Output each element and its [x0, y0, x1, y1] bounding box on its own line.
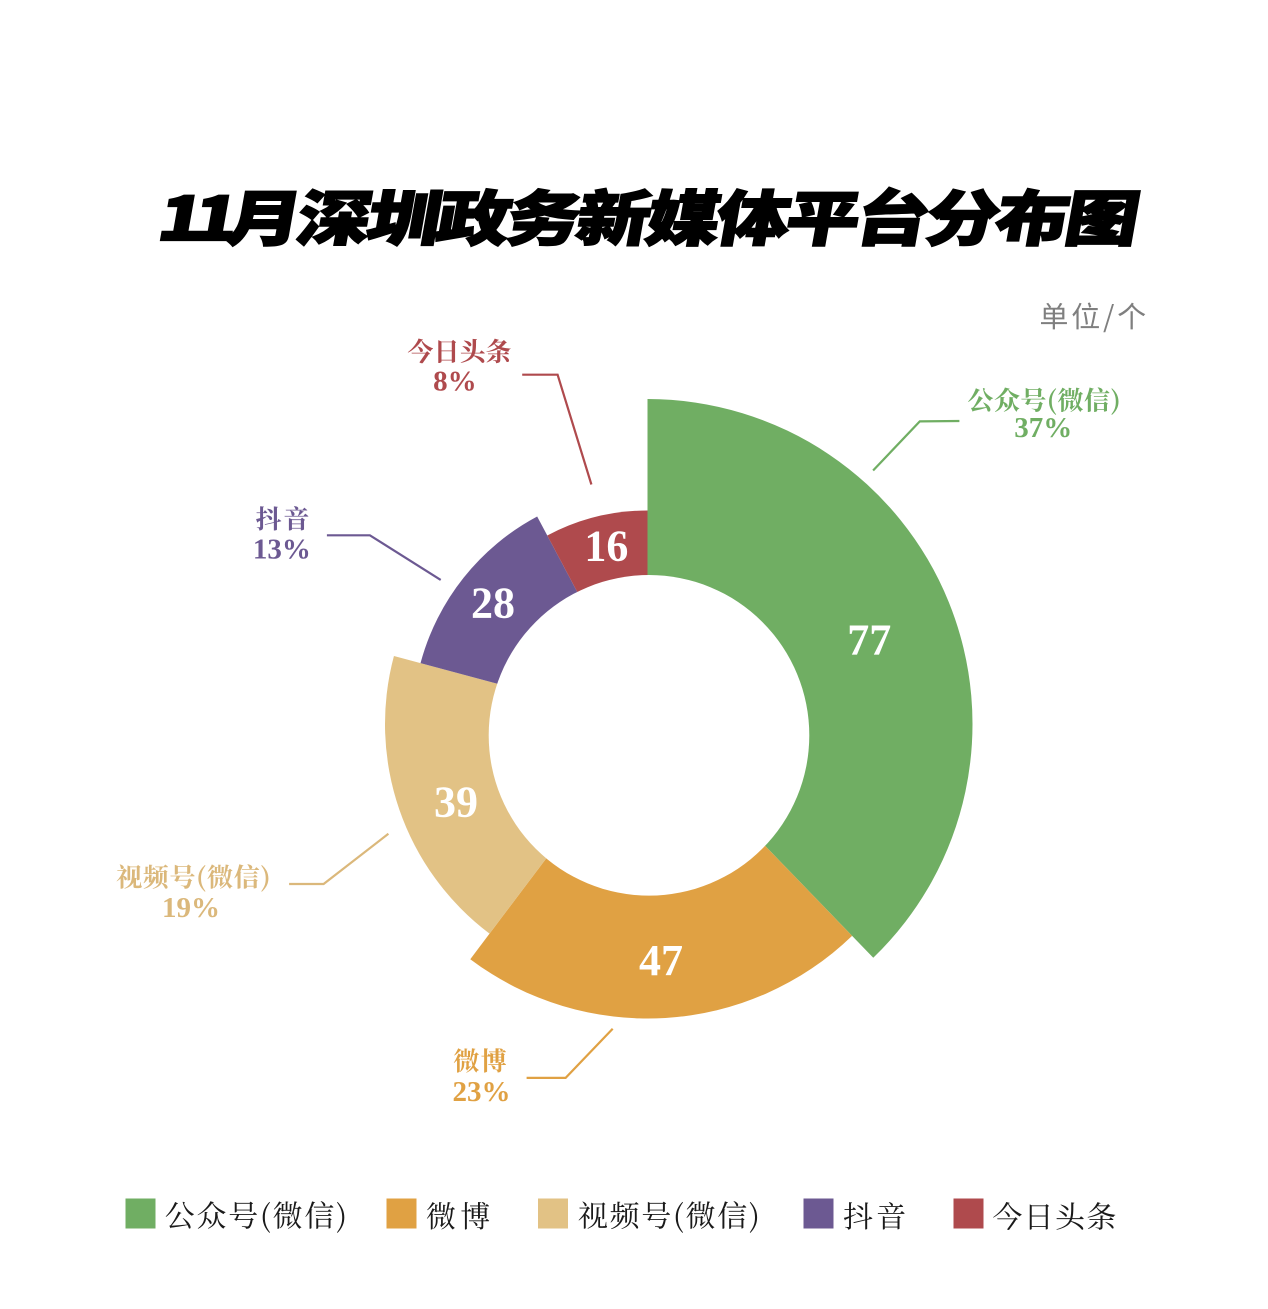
svg-text:47: 47 [639, 936, 683, 985]
svg-text:19%: 19% [162, 892, 220, 924]
svg-text:8%: 8% [433, 366, 477, 398]
svg-text:39: 39 [434, 777, 478, 826]
svg-text:77: 77 [847, 616, 891, 665]
svg-text:23%: 23% [453, 1076, 511, 1108]
svg-text:13%: 13% [253, 534, 311, 566]
svg-text:37%: 37% [1014, 412, 1072, 444]
svg-text:16: 16 [584, 522, 628, 571]
svg-text:28: 28 [471, 578, 515, 627]
